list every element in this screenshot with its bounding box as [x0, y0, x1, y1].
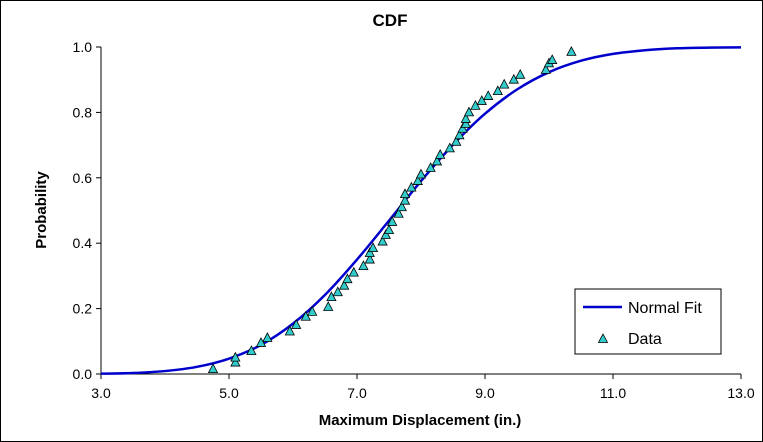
- data-point: [566, 46, 577, 56]
- data-point: [483, 90, 494, 100]
- legend-normal-fit-label: Normal Fit: [628, 300, 702, 317]
- data-point: [463, 106, 475, 117]
- data-point: [307, 306, 318, 316]
- data-point: [451, 135, 462, 146]
- data-point: [291, 319, 302, 329]
- x-tick-label: 13.0: [727, 385, 754, 401]
- data-point: [255, 337, 267, 347]
- data-point: [230, 351, 241, 362]
- data-point: [377, 235, 388, 246]
- data-point: [332, 286, 343, 297]
- y-axis-label: Probability: [33, 171, 50, 249]
- data-point: [367, 242, 379, 253]
- data-point: [444, 142, 455, 153]
- data-point: [515, 68, 526, 79]
- legend-data-marker: [597, 333, 609, 343]
- legend-data-label: Data: [628, 331, 662, 348]
- y-tick-label: 0.8: [73, 104, 93, 120]
- data-point: [470, 100, 481, 110]
- legend-box: [574, 288, 722, 355]
- data-point: [454, 129, 465, 140]
- data-point: [457, 122, 468, 133]
- data-point: [412, 175, 423, 185]
- data-point: [492, 85, 503, 96]
- plot-area: 3.0 5.0 7.0 9.0 11.0 13.0 0.0 0.2 0.4 0.6 0.8 1.0: [73, 39, 755, 401]
- data-points: [207, 46, 577, 373]
- data-point: [460, 117, 471, 128]
- x-tick-label: 5.0: [219, 385, 239, 401]
- data-point: [383, 224, 395, 235]
- data-point: [364, 247, 375, 257]
- legend: Normal Fit Data: [574, 288, 722, 355]
- data-point: [230, 356, 241, 367]
- data-point: [396, 201, 407, 212]
- y-tick-label: 0.0: [73, 366, 93, 382]
- x-tick-label: 9.0: [475, 385, 495, 401]
- normal-fit-line: [100, 46, 742, 375]
- data-point: [262, 332, 273, 342]
- data-point: [547, 54, 558, 64]
- x-tick-label: 11.0: [600, 385, 626, 401]
- y-tick-label: 0.4: [73, 235, 93, 251]
- data-point: [431, 155, 443, 166]
- data-point: [387, 216, 398, 226]
- data-point: [284, 325, 295, 336]
- x-axis-label: Maximum Displacement (in.): [319, 412, 522, 429]
- data-point: [380, 229, 391, 239]
- data-point: [246, 345, 257, 356]
- x-ticks: 3.0 5.0 7.0 9.0 11.0 13.0: [91, 374, 755, 401]
- data-point: [300, 310, 311, 321]
- y-ticks: 0.0 0.2 0.4 0.6 0.8 1.0: [73, 39, 101, 382]
- data-point: [393, 207, 404, 218]
- data-point: [364, 253, 375, 264]
- data-point: [406, 181, 417, 192]
- data-point: [399, 188, 411, 199]
- data-point: [399, 194, 411, 205]
- y-tick-label: 1.0: [73, 39, 93, 55]
- data-point: [425, 162, 436, 172]
- chart-title: CDF: [373, 11, 408, 30]
- data-point: [323, 301, 334, 311]
- x-tick-label: 7.0: [347, 385, 367, 401]
- data-point: [348, 266, 359, 277]
- y-tick-label: 0.6: [73, 170, 93, 186]
- data-point: [540, 64, 551, 74]
- data-point: [460, 113, 471, 123]
- data-point: [508, 73, 519, 84]
- data-point: [339, 279, 350, 290]
- data-point: [435, 149, 446, 159]
- data-point: [207, 363, 219, 373]
- data-point: [499, 78, 510, 89]
- data-point: [326, 291, 337, 302]
- data-point: [476, 95, 487, 105]
- x-tick-label: 3.0: [91, 385, 111, 401]
- data-point: [415, 168, 427, 179]
- data-point: [358, 260, 369, 270]
- data-point: [342, 273, 353, 284]
- y-tick-label: 0.2: [73, 301, 93, 317]
